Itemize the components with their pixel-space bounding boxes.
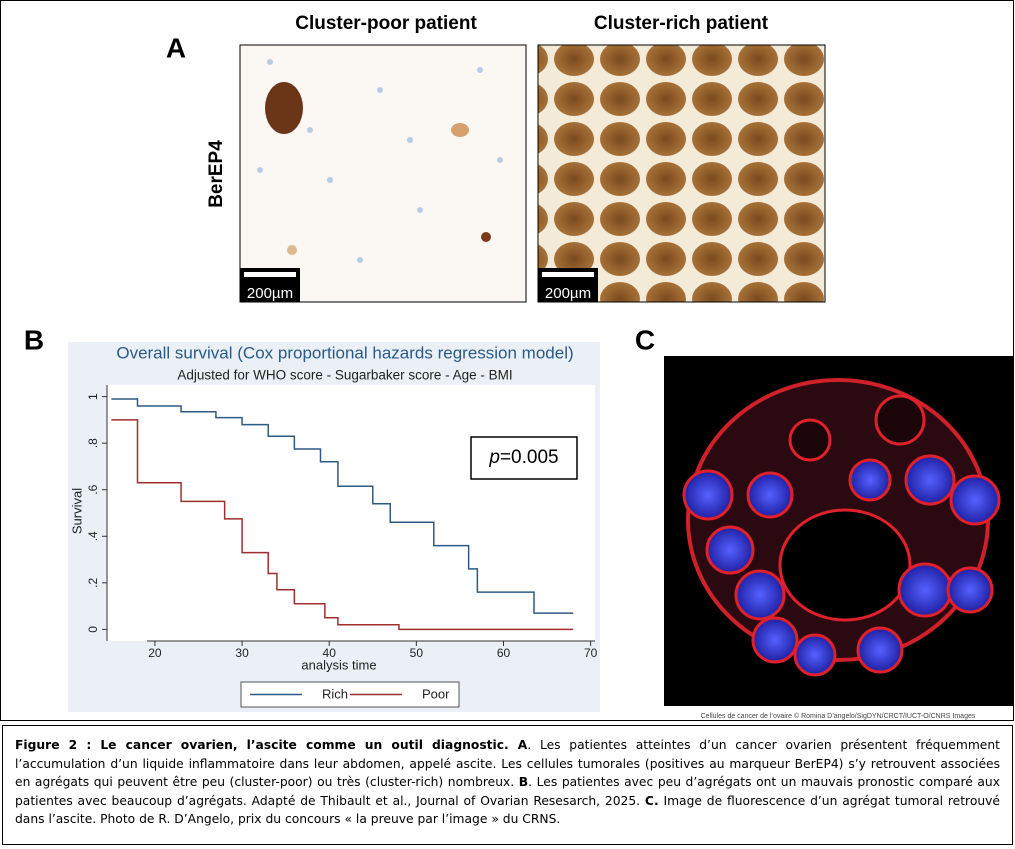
y-tick-label: .2 [86,577,100,587]
survival-curve [111,398,574,614]
figure: A Cluster-poor patient Cluster-rich pati… [0,0,1014,721]
caption-segment: A [508,738,528,752]
caption-segment: . Les patientes avec peu d’agrégats ont … [15,775,1000,808]
micrograph-rich [537,44,826,303]
legend-label: Poor [422,686,450,701]
y-tick-label: 0 [86,626,100,633]
x-tick-label: 50 [410,646,424,660]
caption-segment: B [518,775,529,789]
chart-title: Overall survival (Cox proportional hazar… [116,343,573,362]
annotation-text: =0.005 [500,447,559,468]
scale-bar-label: 200µm [545,285,591,302]
y-tick-label: .4 [86,531,100,541]
image-title: Cluster-poor patient [295,13,477,34]
panel-label: A [166,32,186,63]
plot-area [107,385,595,641]
legend-label: Rich [322,686,348,701]
micrograph-poor [239,44,527,303]
y-axis-label: Survival [69,488,84,534]
y-tick-label: 1 [86,393,100,400]
chart-subtitle: Adjusted for WHO score - Sugarbaker scor… [177,368,512,383]
panel-label: C [635,324,655,355]
x-tick-label: 20 [148,646,162,660]
survival-curve [111,419,574,631]
x-tick-label: 70 [584,646,598,660]
caption-segment: C. [644,793,659,808]
y-tick-label: .6 [86,484,100,494]
row-label: BerEP4 [206,140,227,208]
figure-caption: Figure 2 : Le cancer ovarien, l’ascite c… [2,725,1013,845]
image-credit: Cellules de cancer de l’ovaire © Romina … [701,712,976,720]
fluorescence-image [664,356,1014,706]
x-tick-label: 30 [235,646,249,660]
annotation-box [470,436,578,480]
caption-segment: Image de fluorescence d’un agrégat tumor… [15,793,1000,827]
annotation-symbol: p [488,447,500,468]
scale-bar-label: 200µm [247,285,293,302]
caption-segment: Figure 2 : Le cancer ovarien, l’ascite c… [15,738,509,752]
y-tick-label: .8 [86,438,100,448]
x-tick-label: 60 [497,646,511,660]
image-title: Cluster-rich patient [594,13,769,34]
panel-label: B [24,324,44,355]
x-tick-label: 40 [323,646,337,660]
caption-segment: . Les patientes atteintes d’un cancer ov… [15,738,1000,789]
chart: Overall survival (Cox proportional hazar… [69,343,598,708]
x-axis-label: analysis time [301,657,376,672]
annotation: p=0.005 [488,447,558,468]
